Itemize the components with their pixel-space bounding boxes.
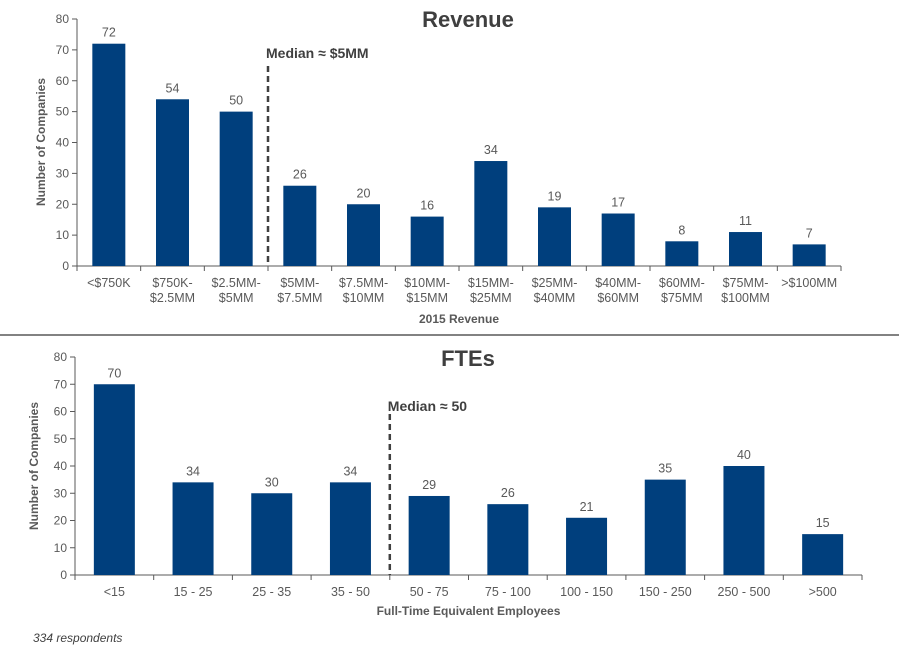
x-tick-label: $5MM-$7.5MM bbox=[277, 276, 322, 305]
bar bbox=[410, 216, 444, 266]
y-axis-title: Number of Companies bbox=[27, 402, 41, 530]
bar-value-label: 29 bbox=[422, 478, 436, 492]
x-tick-label: <$750K bbox=[87, 276, 131, 290]
bar-value-label: 54 bbox=[166, 81, 180, 95]
x-tick-label: $2.5MM-$5MM bbox=[212, 276, 261, 305]
bar bbox=[283, 185, 317, 266]
bar-value-label: 30 bbox=[265, 475, 279, 489]
bar bbox=[347, 204, 380, 266]
bar-value-label: 26 bbox=[293, 168, 307, 182]
bar-value-label: 34 bbox=[343, 464, 357, 478]
bar-value-label: 72 bbox=[102, 26, 116, 40]
x-tick-label: 75 - 100 bbox=[485, 585, 531, 599]
x-tick-label: $10MM-$15MM bbox=[404, 276, 450, 305]
median-label: Median ≈ 50 bbox=[388, 398, 467, 414]
bar bbox=[219, 111, 253, 266]
bar-value-label: 7 bbox=[806, 226, 813, 240]
y-axis-title: Number of Companies bbox=[34, 78, 48, 206]
bar bbox=[156, 99, 189, 267]
x-tick-label: 150 - 250 bbox=[639, 585, 692, 599]
x-tick-label: >500 bbox=[809, 585, 837, 599]
bar bbox=[92, 43, 126, 267]
bar-value-label: 34 bbox=[186, 464, 200, 478]
bar bbox=[408, 495, 450, 575]
revenue-chart: Revenue Number of Companies 0 10 20 30 40 50 60 7… bbox=[34, 7, 842, 326]
bar bbox=[172, 482, 214, 575]
bar bbox=[251, 493, 293, 575]
y-tick-label: 30 bbox=[54, 486, 68, 500]
x-tick-label: $7.5MM-$10MM bbox=[339, 276, 388, 305]
bar-value-label: 35 bbox=[658, 462, 672, 476]
y-tick-label: 30 bbox=[56, 166, 70, 180]
bar-value-label: 17 bbox=[611, 196, 625, 210]
y-tick-label: 40 bbox=[54, 459, 68, 473]
x-tick-label: $40MM-$60MM bbox=[595, 276, 641, 305]
x-tick-label: <15 bbox=[104, 585, 125, 599]
y-tick-label: 10 bbox=[56, 228, 70, 242]
y-tick-label: 60 bbox=[56, 74, 70, 88]
median-label: Median ≈ $5MM bbox=[266, 45, 369, 61]
y-tick-label: 60 bbox=[54, 405, 68, 419]
y-tick-label: 50 bbox=[56, 105, 70, 119]
y-tick-label: 80 bbox=[54, 350, 68, 364]
x-tick-label: $15MM-$25MM bbox=[468, 276, 514, 305]
bar bbox=[487, 504, 529, 575]
bar-value-label: 40 bbox=[737, 448, 751, 462]
y-tick-label: 0 bbox=[60, 568, 67, 582]
y-tick-label: 20 bbox=[56, 197, 70, 211]
bar-value-label: 20 bbox=[357, 186, 371, 200]
x-tick-label: 25 - 35 bbox=[252, 585, 291, 599]
x-tick-label: $75MM-$100MM bbox=[721, 276, 770, 305]
bar bbox=[538, 207, 571, 266]
bar-value-label: 26 bbox=[501, 486, 515, 500]
bar bbox=[665, 241, 699, 266]
x-tick-label: $25MM-$40MM bbox=[532, 276, 578, 305]
ftes-chart: FTEs Number of Companies 0 10 20 30 40 50 60 70 80… bbox=[27, 346, 863, 618]
y-tick-label: 70 bbox=[56, 43, 70, 57]
bar-value-label: 21 bbox=[580, 500, 594, 514]
bar bbox=[601, 213, 635, 266]
bar bbox=[723, 466, 765, 575]
x-tick-label: 250 - 500 bbox=[718, 585, 771, 599]
bar bbox=[329, 482, 371, 575]
bar bbox=[644, 479, 686, 575]
y-tick-label: 10 bbox=[54, 541, 68, 555]
y-tick-label: 70 bbox=[54, 377, 68, 391]
chart-title: Revenue bbox=[422, 7, 514, 32]
x-tick-label: 50 - 75 bbox=[410, 585, 449, 599]
y-tick-label: 20 bbox=[54, 514, 68, 528]
x-tick-label: >$100MM bbox=[781, 276, 837, 290]
bar bbox=[802, 534, 844, 575]
x-tick-label: 15 - 25 bbox=[174, 585, 213, 599]
y-tick-label: 40 bbox=[56, 136, 70, 150]
bar-value-label: 19 bbox=[548, 189, 562, 203]
bar-value-label: 70 bbox=[107, 366, 121, 380]
bar bbox=[474, 161, 508, 266]
x-tick-label: 35 - 50 bbox=[331, 585, 370, 599]
x-tick-label: $750K-$2.5MM bbox=[150, 276, 195, 305]
bar-value-label: 11 bbox=[739, 214, 752, 228]
y-tick-label: 80 bbox=[56, 12, 70, 26]
y-tick-label: 0 bbox=[62, 259, 69, 273]
bar bbox=[93, 384, 135, 575]
bar bbox=[792, 244, 826, 266]
x-axis-title: 2015 Revenue bbox=[419, 312, 499, 326]
chart-title: FTEs bbox=[441, 346, 495, 371]
bar-value-label: 15 bbox=[816, 516, 830, 530]
bar-value-label: 50 bbox=[229, 94, 243, 108]
bar bbox=[729, 232, 762, 266]
bar bbox=[566, 517, 608, 575]
respondents-footnote: 334 respondents bbox=[33, 631, 123, 645]
x-tick-label: $60MM-$75MM bbox=[659, 276, 705, 305]
y-tick-label: 50 bbox=[54, 432, 68, 446]
x-axis-title: Full-Time Equivalent Employees bbox=[377, 604, 561, 618]
bar-value-label: 34 bbox=[484, 143, 498, 157]
bar-value-label: 16 bbox=[420, 199, 434, 213]
x-tick-label: 100 - 150 bbox=[560, 585, 613, 599]
bar-value-label: 8 bbox=[678, 223, 685, 237]
